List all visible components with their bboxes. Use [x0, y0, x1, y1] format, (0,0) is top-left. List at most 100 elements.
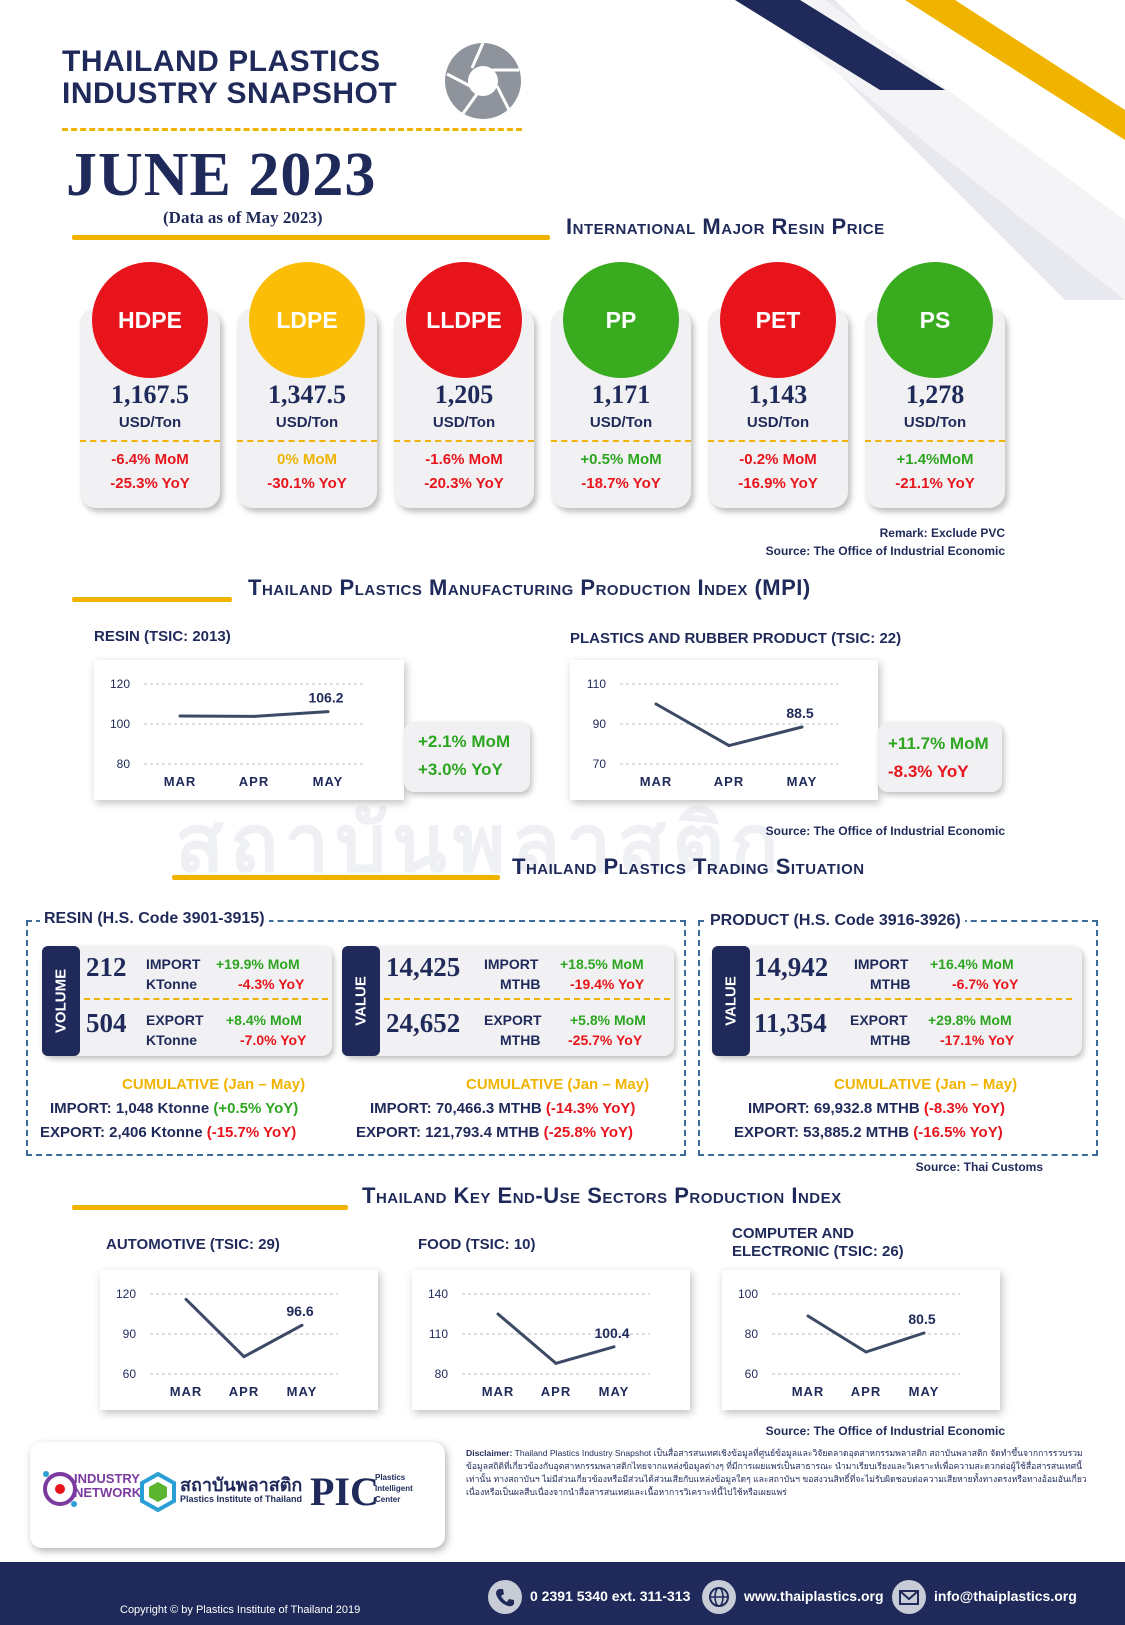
website-link[interactable]: www.thaiplastics.org: [744, 1588, 884, 1604]
pic-logo-text: Plastics Intelligent Center: [375, 1473, 413, 1504]
resin-volume-cum-import: IMPORT: 1,048 Ktonne (+0.5% YoY): [50, 1100, 299, 1117]
value-tab: VALUE: [712, 946, 750, 1056]
resin-price-unit: USD/Ton: [432, 414, 496, 431]
footer-bar: [0, 1562, 1125, 1625]
y-tick-label: 80: [117, 757, 131, 771]
chart-label-computer: COMPUTER AND ELECTRONIC (TSIC: 26): [732, 1225, 904, 1260]
trading-source: Source: Thai Customs: [915, 1160, 1043, 1174]
data-label: 100.4: [594, 1325, 629, 1341]
resin-yoy: -21.1% YoY: [895, 475, 975, 492]
product-mpi-yoy: -8.3% YoY: [888, 762, 969, 781]
resin-mom: +0.5% MoM: [580, 451, 662, 468]
card-divider: [865, 440, 1005, 442]
shutter-logo-icon: [442, 40, 524, 122]
industry-network-logo: INDUSTRY NETWORK: [74, 1471, 142, 1500]
resin-volume-export-unit: KTonne: [146, 1032, 198, 1048]
section-title-trading: Thailand Plastics Trading Situation: [512, 854, 865, 879]
x-tick-label: MAY: [287, 1384, 318, 1399]
product-cum-import: IMPORT: 69,932.8 MTHB (-8.3% YoY): [748, 1100, 1006, 1117]
resin-mom: 0% MoM: [277, 451, 337, 468]
data-label: 106.2: [308, 690, 343, 706]
resin-value-import-mom: +18.5% MoM: [560, 956, 644, 972]
product-value-export-yoy: -17.1% YoY: [940, 1032, 1015, 1048]
y-tick-label: 90: [123, 1327, 137, 1341]
resin-price-unit: USD/Ton: [746, 414, 810, 431]
y-tick-label: 110: [429, 1327, 448, 1341]
card-divider: [708, 440, 848, 442]
resin-value-cum-export: EXPORT: 121,793.4 MTHB (-25.8% YoY): [356, 1124, 634, 1141]
email-link[interactable]: info@thaiplastics.org: [934, 1588, 1077, 1604]
plastics-institute-eng: Plastics Institute of Thailand: [180, 1494, 303, 1504]
resin-volume-export-label: EXPORT: [146, 1012, 204, 1028]
data-point: [496, 1312, 500, 1316]
resin-remark: Remark: Exclude PVC: [879, 526, 1005, 540]
data-point: [864, 1350, 868, 1354]
product-value-export-num: 11,354: [754, 1008, 827, 1038]
section-line-resin: [72, 235, 550, 240]
mpi-source: Source: The Office of Industrial Economi…: [765, 824, 1005, 838]
divider: [754, 998, 1072, 1000]
industry-network-icon: [43, 1471, 77, 1507]
section-line-mpi: [72, 597, 232, 602]
resin-volume-import-mom: +19.9% MoM: [216, 956, 300, 972]
phone-number[interactable]: 0 2391 5340 ext. 311-313: [530, 1588, 691, 1604]
section-line-enduse: [72, 1205, 348, 1210]
resin-mom: -0.2% MoM: [739, 451, 817, 468]
globe-icon: [702, 1580, 736, 1614]
y-tick-label: 80: [435, 1367, 449, 1381]
y-tick-label: 90: [593, 717, 607, 731]
card-divider: [80, 440, 220, 442]
x-tick-label: MAR: [170, 1384, 203, 1399]
y-tick-label: 80: [745, 1327, 759, 1341]
data-point: [806, 1314, 810, 1318]
chart-food: 140 110 80 MAR APR MAY 100.4: [412, 1270, 690, 1410]
resin-volume-cumulative-head: CUMULATIVE (Jan – May): [122, 1076, 306, 1093]
resin-trade-title: RESIN (H.S. Code 3901-3915): [40, 910, 269, 928]
x-tick-label: MAR: [482, 1384, 515, 1399]
divider: [384, 998, 670, 1000]
resin-value-export-yoy: -25.7% YoY: [568, 1032, 643, 1048]
resin-value-cumulative-head: CUMULATIVE (Jan – May): [466, 1076, 650, 1093]
data-point: [178, 714, 182, 718]
data-point: [612, 1345, 616, 1349]
resin-badge: LDPE: [249, 262, 365, 378]
y-tick-label: 70: [593, 757, 607, 771]
x-tick-label: MAY: [599, 1384, 630, 1399]
resin-value-import-unit: MTHB: [500, 976, 541, 992]
resin-badge: PP: [563, 262, 679, 378]
chart-product-mpi: 110 90 70 MAR APR MAY 88.5: [570, 660, 878, 800]
resin-price-unit: USD/Ton: [118, 414, 182, 431]
resin-price-unit: USD/Ton: [589, 414, 653, 431]
x-tick-label: MAR: [640, 774, 673, 789]
product-value-export-unit: MTHB: [870, 1032, 911, 1048]
section-title-mpi: Thailand Plastics Manufacturing Producti…: [248, 575, 811, 600]
resin-badge: PET: [720, 262, 836, 378]
data-point: [184, 1297, 188, 1301]
resin-value-import-label: IMPORT: [484, 956, 539, 972]
product-trade-title: PRODUCT (H.S. Code 3916-3926): [706, 912, 965, 930]
data-point: [554, 1361, 558, 1365]
x-tick-label: APR: [714, 774, 744, 789]
resin-value-cum-import: IMPORT: 70,466.3 MTHB (-14.3% YoY): [370, 1100, 636, 1117]
resin-mpi-mom: +2.1% MoM: [418, 732, 511, 751]
chart-computer: 100 80 60 MAR APR MAY 80.5: [722, 1270, 1000, 1410]
chart-label-food: FOOD (TSIC: 10): [418, 1236, 536, 1253]
data-point: [242, 1355, 246, 1359]
card-divider: [237, 440, 377, 442]
resin-price-value: 1,143: [748, 380, 808, 409]
resin-value-import-num: 14,425: [386, 952, 461, 982]
resin-badge: LLDPE: [406, 262, 522, 378]
product-value-import-num: 14,942: [754, 952, 829, 982]
x-tick-label: APR: [541, 1384, 571, 1399]
title-divider: [62, 128, 522, 131]
resin-volume-import-unit: KTonne: [146, 976, 198, 992]
resin-volume-export-yoy: -7.0% YoY: [240, 1032, 307, 1048]
chart-label-product-mpi: PLASTICS AND RUBBER PRODUCT (TSIC: 22): [570, 630, 902, 647]
resin-source: Source: The Office of Industrial Economi…: [765, 544, 1005, 558]
product-value-import-yoy: -6.7% YoY: [952, 976, 1019, 992]
card-divider: [394, 440, 534, 442]
pic-logo: PIC: [310, 1469, 379, 1514]
resin-badge: PS: [877, 262, 993, 378]
resin-volume-card: VOLUME 212 IMPORT KTonne +19.9% MoM -4.3…: [42, 946, 332, 1056]
section-title-resin-price: International Major Resin Price: [566, 214, 885, 239]
